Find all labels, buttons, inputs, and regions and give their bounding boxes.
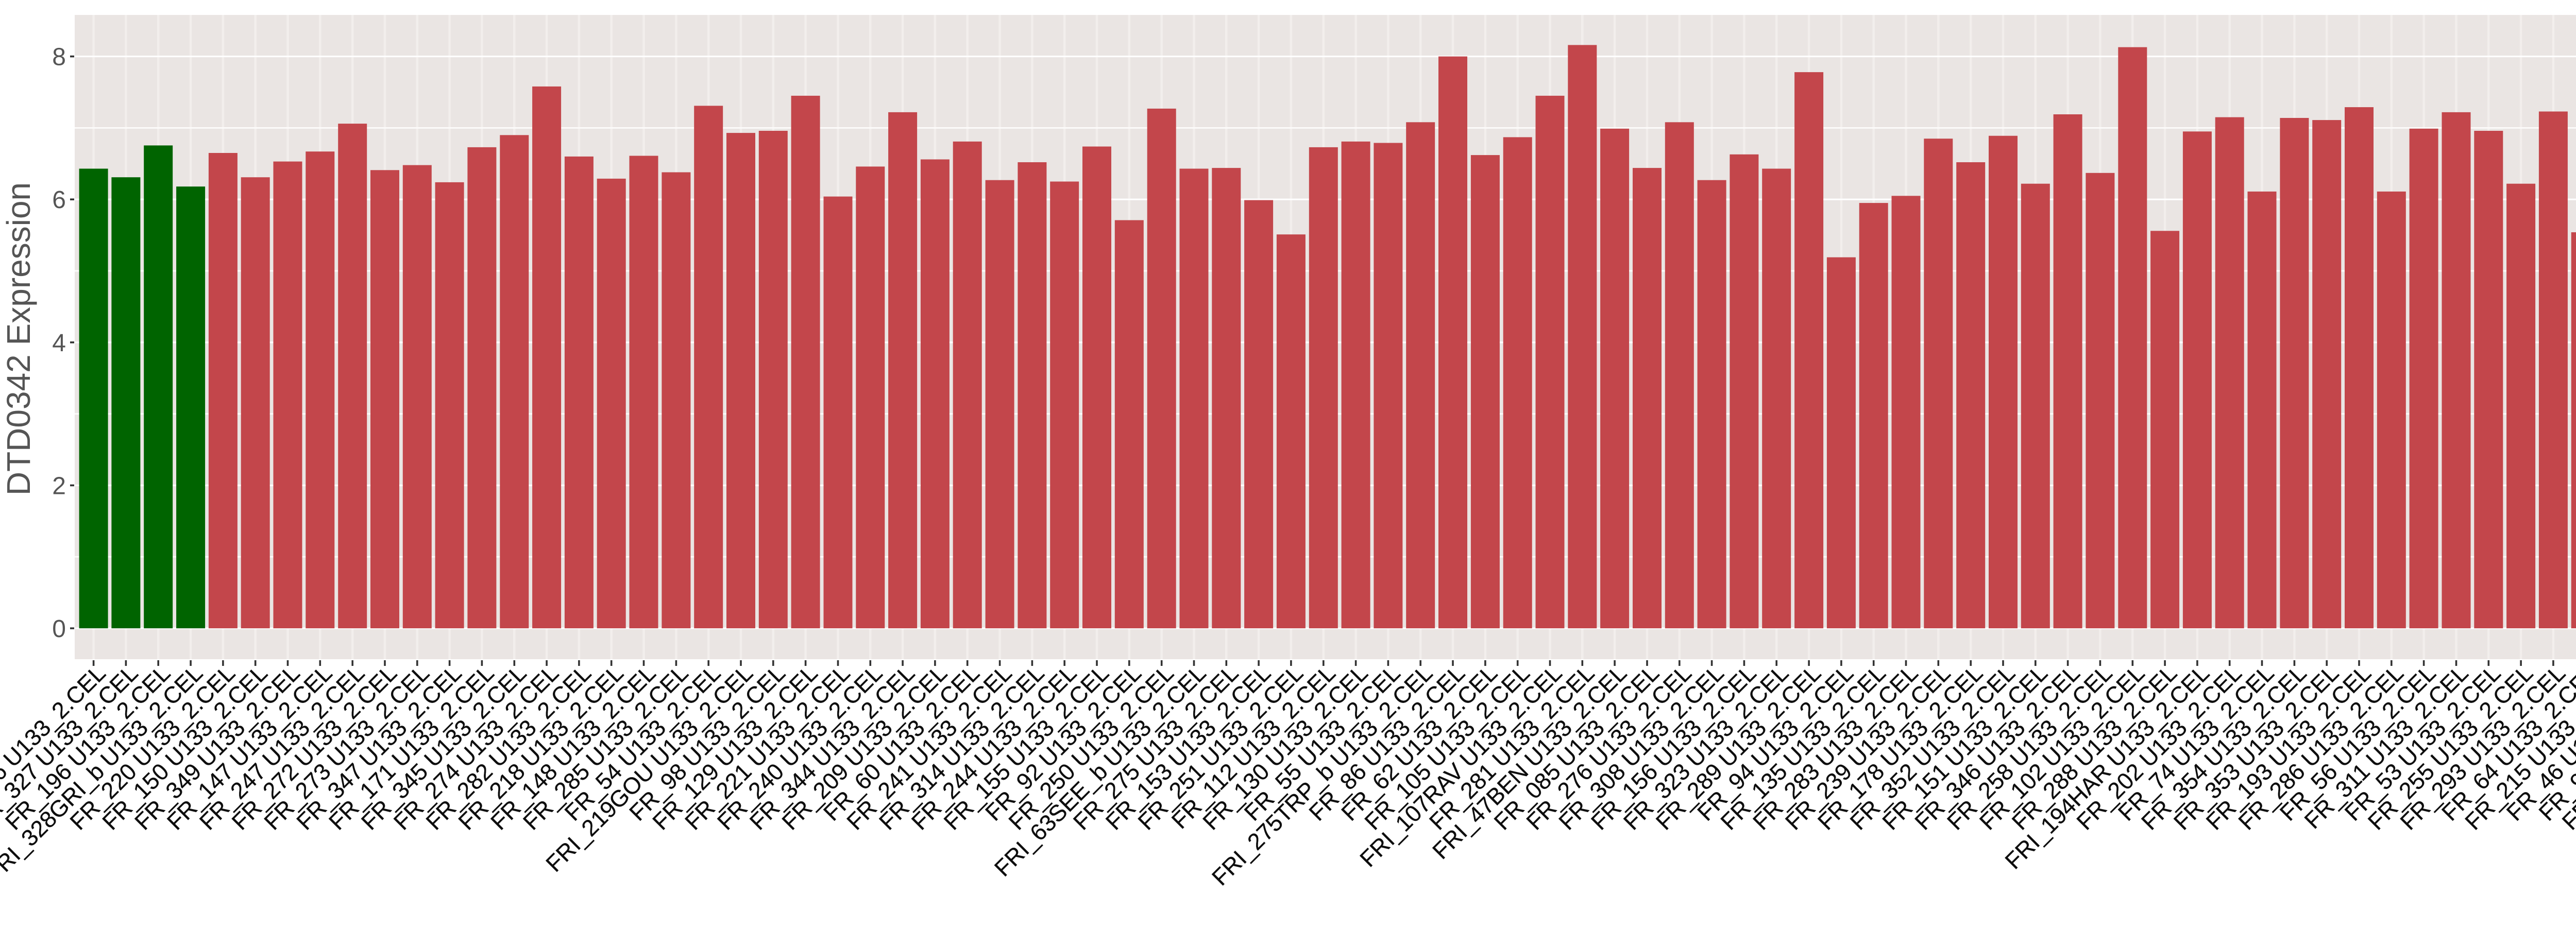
svg-text:8: 8 [52,44,66,71]
svg-text:0: 0 [52,615,66,643]
svg-text:DTD0342 Expression: DTD0342 Expression [0,182,37,495]
svg-text:6: 6 [52,186,66,214]
svg-text:2: 2 [52,472,66,500]
svg-text:4: 4 [52,330,66,357]
